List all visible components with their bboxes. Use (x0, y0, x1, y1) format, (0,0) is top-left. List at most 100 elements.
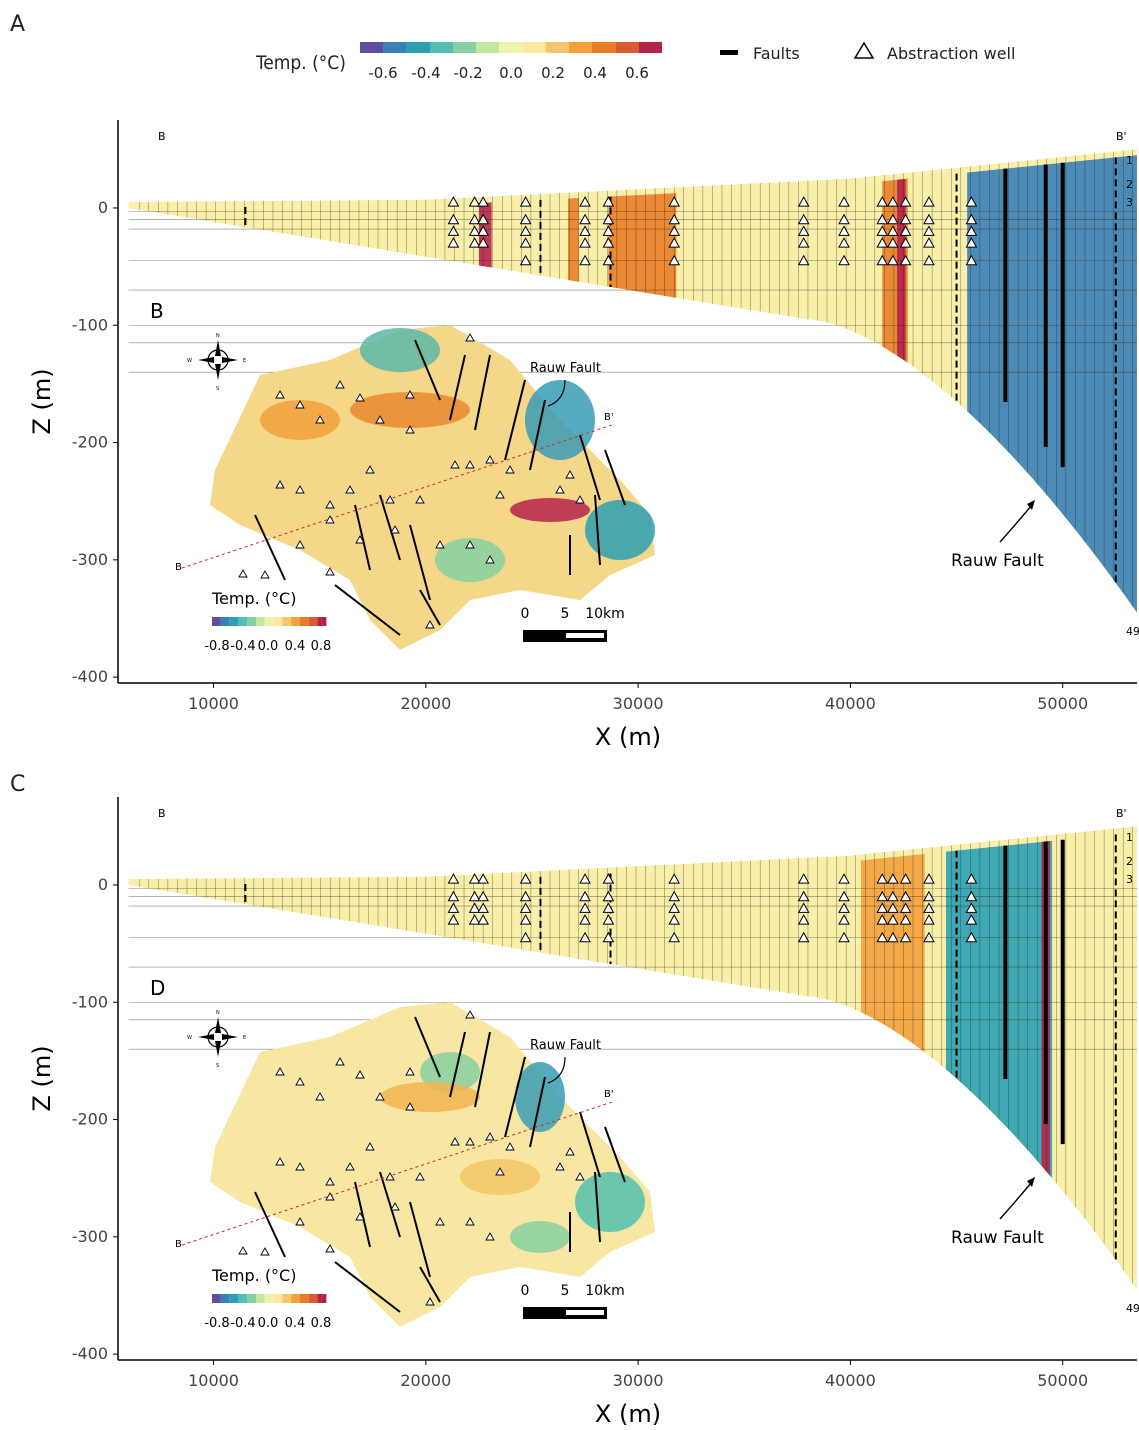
inset-fault (529, 399, 546, 471)
inset-fault (504, 1056, 526, 1138)
well-legend-label: Abstraction well (887, 44, 1016, 63)
inset-legend-swatch (238, 617, 248, 626)
x-tick-label: 30000 (613, 694, 664, 713)
abstraction-well (876, 902, 889, 913)
legend-color-swatch (360, 42, 384, 53)
abstraction-well (477, 902, 489, 913)
rauw-fault-label: Rauw Fault (951, 1228, 1044, 1248)
abstraction-well (838, 914, 850, 925)
abstraction-well (887, 931, 899, 943)
inset-well (485, 1232, 495, 1241)
abstraction-well (965, 902, 978, 913)
inset-well (365, 465, 375, 474)
inset-well (325, 567, 335, 576)
y-tick-label: -400 (72, 1344, 108, 1363)
y-tick-label: -100 (72, 992, 108, 1011)
inset-well (415, 495, 425, 504)
x-axis-title: X (m) (595, 723, 661, 751)
svg-text:W: W (187, 1035, 192, 1041)
inset-well (275, 480, 285, 489)
svg-text:N: N (216, 333, 220, 339)
inset-well (238, 569, 248, 578)
inset-fault (379, 1171, 401, 1238)
inset-anomaly (460, 1159, 540, 1195)
rauw-fault-arrow (999, 504, 1033, 543)
inset-rauw-fault-label: Rauw Fault (530, 361, 601, 376)
inset-well (575, 1172, 585, 1181)
abstraction-well (519, 237, 532, 248)
inset-fault (334, 1261, 401, 1313)
inset-well (325, 515, 335, 524)
inset-well (555, 485, 565, 494)
inset-well (295, 1077, 305, 1086)
abstraction-well (876, 890, 889, 902)
inset-well (385, 1172, 395, 1181)
inset-well (295, 400, 305, 409)
inset-legend-swatch (282, 617, 292, 626)
inset-well (450, 1137, 460, 1146)
inset-legend-swatch (247, 1294, 256, 1303)
inset-legend-tick: -0.4 (230, 639, 255, 654)
abstraction-well (899, 254, 912, 266)
inset-arrow (547, 379, 566, 407)
abstraction-well (965, 254, 978, 266)
abstraction-well (519, 931, 532, 943)
inset-fault (254, 514, 286, 581)
legend-tick-label: -0.6 (368, 64, 398, 82)
inset-well (345, 485, 355, 494)
abstraction-well (519, 914, 532, 925)
x-tick-label: 30000 (613, 1371, 664, 1390)
abstraction-well (668, 914, 681, 925)
abstraction-well (876, 225, 889, 236)
inset-legend-swatch (273, 617, 283, 626)
panel-label-c: C (10, 772, 26, 797)
abstraction-well (923, 873, 935, 884)
abstraction-well (899, 213, 912, 225)
inset-fault (334, 584, 401, 636)
x-tick-label: 10000 (188, 694, 239, 713)
inset-well (575, 495, 585, 504)
inset-legend-tick: 0.8 (311, 1316, 332, 1331)
legend-color-swatch (429, 42, 453, 53)
inset-well (355, 1212, 365, 1221)
scalebar-segment (566, 1310, 604, 1315)
abstraction-well (899, 931, 912, 943)
y-tick-label: -300 (72, 550, 108, 569)
legend-color-swatch (569, 42, 593, 53)
inset-legend-swatch (229, 1294, 239, 1303)
abstraction-well (838, 873, 850, 884)
abstraction-well (668, 873, 681, 884)
abstraction-well (579, 890, 591, 902)
inset-arrow (547, 1056, 566, 1084)
abstraction-well (447, 873, 460, 884)
abstraction-well (579, 225, 591, 236)
abstraction-well (797, 873, 810, 884)
section-trace (181, 1100, 616, 1246)
inset-fault (449, 1031, 466, 1098)
legend-colorbar (360, 42, 663, 53)
inset-well (565, 1147, 575, 1156)
x-tick-label: 10000 (188, 1371, 239, 1390)
inset-well (565, 470, 575, 479)
y-axis-title: Z (m) (28, 368, 56, 434)
abstraction-well (668, 254, 681, 266)
abstraction-well (602, 914, 615, 925)
scalebar-label: 10km (585, 1283, 625, 1299)
layer-label: 2 (1126, 855, 1133, 868)
svg-text:W: W (187, 358, 192, 364)
legend-tick-label: 0.0 (499, 64, 523, 82)
abstraction-well (602, 890, 615, 902)
inset-fault (414, 1016, 441, 1078)
y-tick-label: -100 (72, 315, 108, 334)
rauw-fault-label: Rauw Fault (951, 551, 1044, 571)
x-tick-label: 20000 (400, 694, 451, 713)
abstraction-well (887, 873, 899, 884)
abstraction-well (668, 931, 681, 943)
inset-legend-swatch (220, 617, 230, 626)
inset-well (495, 1167, 505, 1176)
abstraction-well (579, 931, 591, 943)
abstraction-well (797, 225, 810, 236)
inset-map: B B' B Rauw Fault N S W E Temp. (°C) -0.8 -0.4 0.0 0… (150, 299, 655, 654)
inset-well (325, 500, 335, 509)
inset-well (435, 1217, 445, 1226)
